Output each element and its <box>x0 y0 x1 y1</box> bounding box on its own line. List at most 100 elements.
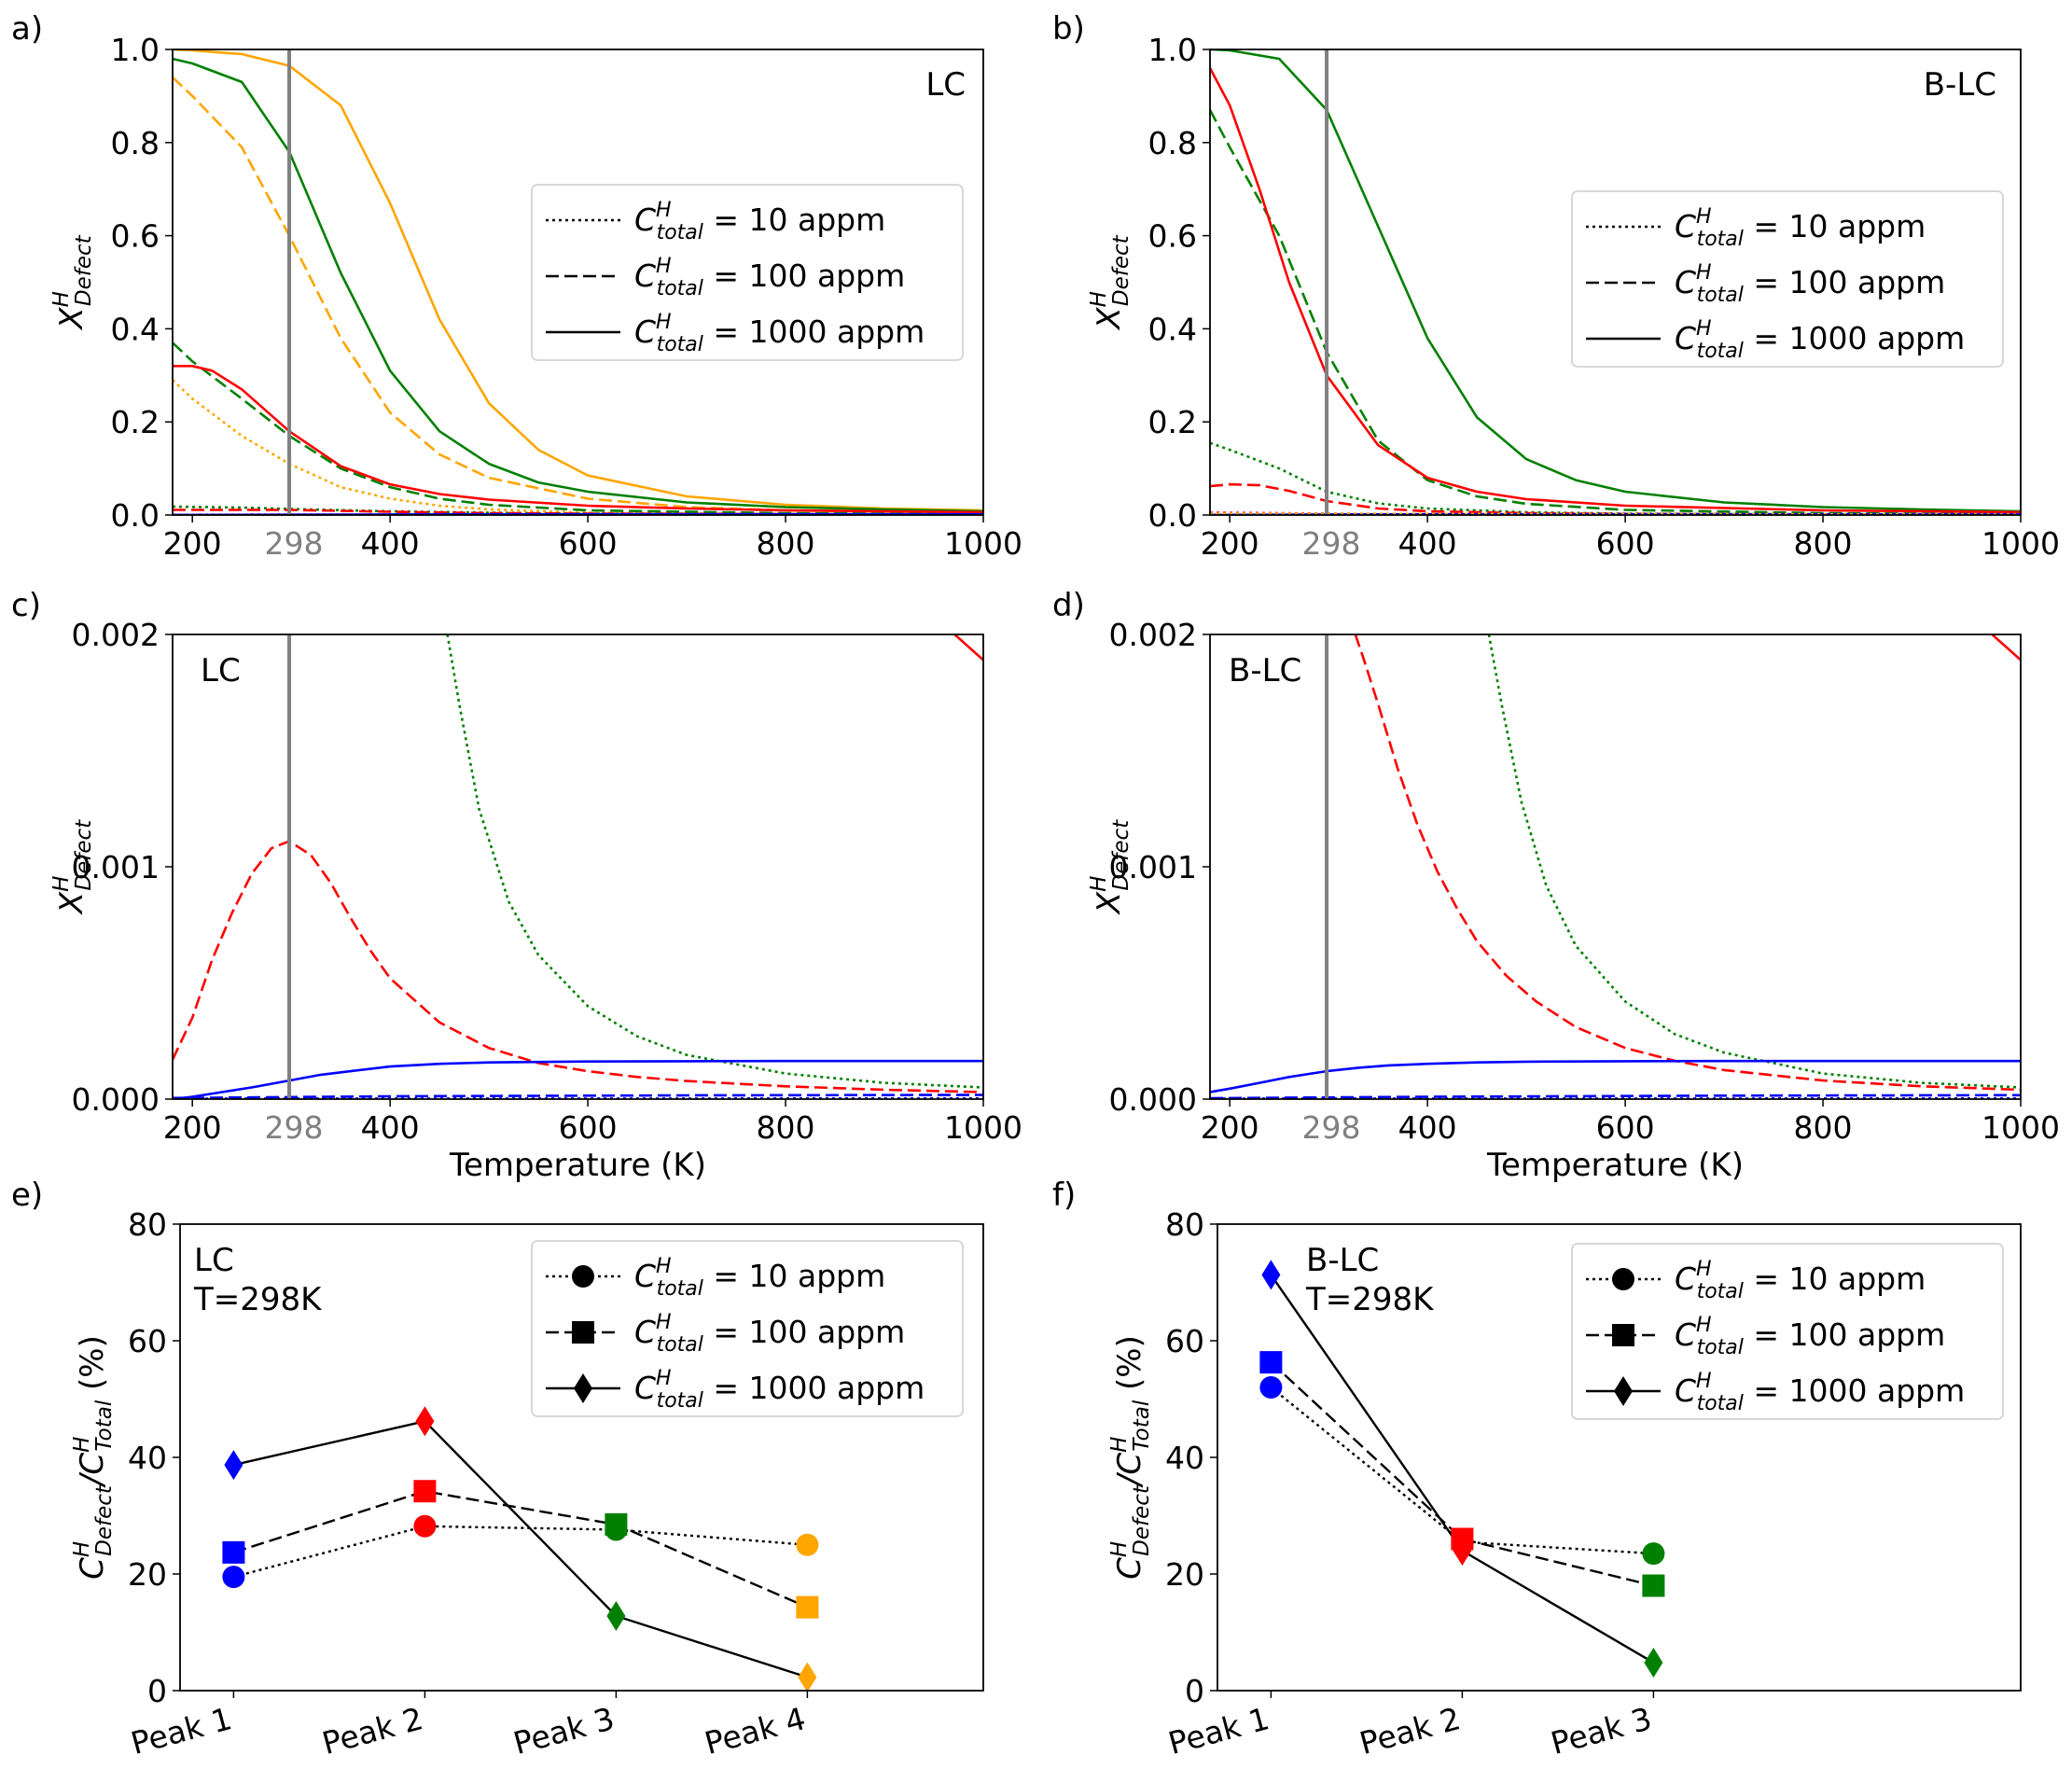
legend-marker-circle <box>572 1265 594 1288</box>
legend-frame <box>1571 190 2004 368</box>
y-tick-label: 0.002 <box>1109 617 1197 653</box>
plot-area <box>1210 634 2021 1099</box>
x-tick-label: Peak 3 <box>1547 1700 1655 1762</box>
panel-tag: LC <box>925 66 966 104</box>
x-tick-label: 1000 <box>1982 525 2060 562</box>
x-tick-label: 1000 <box>944 1109 1022 1146</box>
point-square-peak3 <box>1642 1574 1665 1597</box>
x-tick-label: 600 <box>1596 1109 1655 1146</box>
x-tick-label: 200 <box>163 525 222 562</box>
panel-b: b) 0.0 0.2 0.4 0.6 0.8 1.0 200 400 600 800 1000 298 X… <box>1052 10 2060 562</box>
series-peak3-dashed <box>1210 109 2021 515</box>
x-tick-label: 800 <box>1794 525 1853 562</box>
panel-letter: d) <box>1052 587 1085 624</box>
point-diamond-peak1 <box>224 1450 243 1481</box>
series-line-dotted <box>1270 1386 1654 1555</box>
y-tick-label: 0.000 <box>1109 1081 1197 1118</box>
y-axis-label: CHDefect/CHTotal (%) <box>1107 1335 1154 1580</box>
vline-tick-label: 298 <box>1302 525 1361 562</box>
series-peak1-solid <box>1210 1059 2021 1093</box>
x-tick-label: 400 <box>361 525 420 562</box>
legend-frame <box>531 1240 964 1417</box>
y-tick-label: 1.0 <box>111 32 160 68</box>
point-circle-peak2 <box>413 1514 437 1538</box>
axes-frame <box>1209 634 2022 1100</box>
y-axis-label: XHDefect <box>49 234 96 330</box>
axes-frame <box>172 634 984 1100</box>
x-tick-label: 600 <box>559 525 618 562</box>
panel-tag: B-LC <box>1306 1242 1379 1279</box>
series-peak1-solid <box>173 1059 983 1099</box>
y-axis-label: XHDefect <box>49 819 96 915</box>
y-tick-label: 0.8 <box>111 125 160 161</box>
y-tick-label: 0.000 <box>72 1081 160 1118</box>
series-peak1-dashed <box>1210 1093 2021 1099</box>
point-square-peak1 <box>1259 1351 1283 1374</box>
y-tick-label: 0.6 <box>111 218 160 255</box>
vline-tick-label: 298 <box>1302 1109 1361 1146</box>
series-peak2-solid <box>173 364 983 514</box>
point-diamond-peak3 <box>1644 1648 1663 1678</box>
plot-area <box>222 1406 819 1691</box>
plot-area <box>1210 49 2021 515</box>
series-peak2-solid <box>1990 634 2021 662</box>
panel-c: c) 0.000 0.001 0.002 200 400 600 800 1000 298 XHDe… <box>11 587 1022 1184</box>
legend-label: CH total = 10 appm <box>1675 205 1926 251</box>
y-tick-label: 0.0 <box>1148 497 1197 534</box>
series-peak2-dashed <box>1354 634 2021 1092</box>
panel-e: e) 0 20 40 60 80 Peak 1 Peak 2 Peak 3 Peak 4 CHDef… <box>11 1177 984 1762</box>
point-square-peak3 <box>605 1512 628 1536</box>
legend-marker-diamond <box>574 1373 592 1403</box>
y-tick-label: 0 <box>1185 1673 1204 1709</box>
series-peak3-solid <box>173 57 983 513</box>
point-diamond-peak1 <box>1261 1260 1281 1290</box>
legend-label: CH total = 100 appm <box>1675 261 1945 307</box>
series-peak4-dotted <box>1210 512 2021 515</box>
legend-label: CH total = 10 appm <box>1675 1258 1926 1303</box>
y-axis-label: XHDefect <box>1087 234 1133 330</box>
panel-tag: B-LC <box>1924 66 1996 104</box>
y-tick-label: 20 <box>128 1556 167 1593</box>
x-tick-label: 800 <box>757 1109 815 1146</box>
x-tick-label: 1000 <box>944 525 1022 562</box>
series-peak3-dotted <box>1487 634 2021 1089</box>
point-square-peak2 <box>413 1480 437 1503</box>
legend-marker-diamond <box>1614 1376 1633 1406</box>
x-axis-label: Temperature (K) <box>449 1147 706 1184</box>
series-line-dashed <box>233 1490 808 1609</box>
x-tick-label: Peak 4 <box>701 1700 809 1762</box>
point-circle-peak4 <box>796 1533 819 1556</box>
panel-a: a) 0.0 0.2 0.4 0.6 0.8 1.0 200 400 600 800 1000 298 X… <box>11 10 1022 562</box>
series-line-solid <box>233 1419 808 1678</box>
series-peak2-dashed <box>1210 482 2021 515</box>
x-tick-label: 400 <box>1398 1109 1457 1146</box>
y-tick-label: 0.002 <box>72 617 160 653</box>
y-tick-label: 0.6 <box>1148 218 1197 255</box>
x-tick-label: 800 <box>757 525 815 562</box>
panel-letter: c) <box>11 587 41 624</box>
legend-label: CH total = 100 appm <box>634 255 905 300</box>
x-tick-label: Peak 1 <box>127 1700 235 1762</box>
y-tick-label: 0.4 <box>1148 311 1197 347</box>
axes-frame <box>172 49 984 516</box>
axes-frame <box>179 1223 984 1692</box>
legend-label: CH total = 1000 appm <box>634 311 925 356</box>
vline-tick-label: 298 <box>265 1109 324 1146</box>
y-tick-label: 20 <box>1165 1556 1204 1593</box>
x-tick-label: Peak 3 <box>509 1700 618 1762</box>
y-tick-label: 0.001 <box>1109 849 1197 885</box>
y-tick-label: 40 <box>128 1440 167 1476</box>
series-line-dotted <box>233 1525 808 1579</box>
point-square-peak1 <box>222 1540 245 1564</box>
x-tick-label: 600 <box>559 1109 618 1146</box>
series-peak4-solid <box>173 49 983 512</box>
point-square-peak4 <box>796 1595 819 1619</box>
plot-area <box>173 634 983 1099</box>
series-peak3-dotted <box>1210 441 2021 515</box>
series-peak3-dashed <box>173 341 983 515</box>
point-circle-peak3 <box>1642 1542 1665 1566</box>
plot-area <box>1259 1260 1665 1678</box>
x-tick-label: Peak 2 <box>1356 1700 1464 1762</box>
y-tick-label: 80 <box>1165 1206 1204 1243</box>
